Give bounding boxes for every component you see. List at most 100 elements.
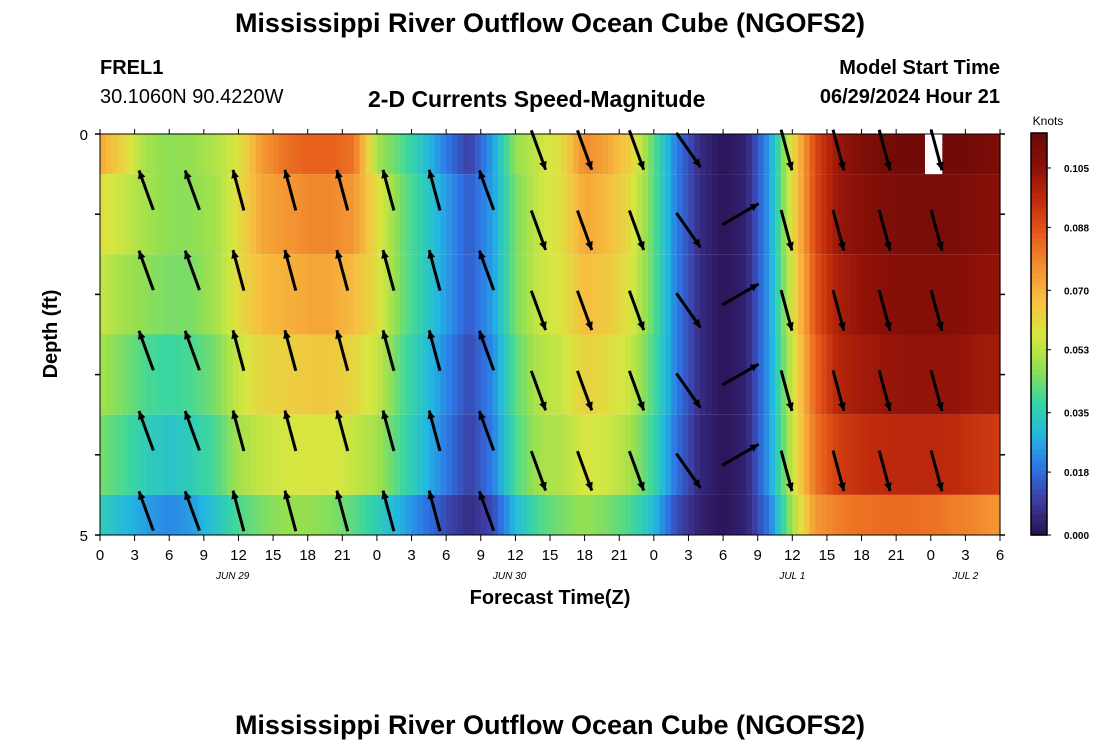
heatmap-cell — [480, 414, 488, 495]
heatmap-cell — [313, 494, 320, 535]
heatmap-cell — [567, 174, 574, 255]
heatmap-cell — [942, 254, 949, 335]
heatmap-cell — [209, 414, 216, 495]
vector-head — [838, 482, 846, 492]
heatmap-cell — [250, 134, 257, 175]
x-tick-label: 9 — [754, 547, 762, 564]
vector-head — [936, 161, 944, 171]
vector-head — [637, 241, 645, 250]
heatmap-cell — [146, 174, 153, 255]
heatmap-cell — [988, 134, 995, 175]
heatmap-cell — [100, 174, 107, 255]
vector-head — [231, 250, 239, 259]
heatmap-cell — [590, 494, 597, 535]
heatmap-cell — [746, 334, 753, 415]
colorbar-segment — [1031, 148, 1047, 154]
heatmap-cell — [948, 334, 955, 415]
heatmap-cell — [163, 334, 170, 415]
current-vector — [137, 410, 155, 451]
heatmap-cell — [348, 334, 355, 415]
current-vector — [477, 169, 496, 211]
heatmap-cell — [590, 254, 597, 335]
heatmap-cell — [694, 494, 701, 535]
heatmap-cell — [198, 494, 205, 535]
heatmap-cell — [175, 334, 182, 415]
heatmap-cell — [896, 414, 903, 495]
heatmap-cell — [832, 174, 840, 255]
heatmap-cell — [873, 494, 880, 535]
heatmap-cell — [769, 494, 776, 535]
heatmap-cell — [798, 254, 805, 335]
vector-head — [749, 444, 759, 452]
colorbar-segment — [1031, 173, 1047, 179]
heatmap-cell — [555, 494, 563, 535]
heatmap-cell — [186, 134, 193, 175]
heatmap-cell — [301, 494, 309, 535]
heatmap-cell — [521, 494, 528, 535]
vector-head — [231, 330, 239, 340]
heatmap-cell — [751, 494, 759, 535]
current-vector — [381, 329, 396, 372]
heatmap-cell — [625, 414, 632, 495]
heatmap-cell — [878, 174, 886, 255]
heatmap-cell — [123, 134, 130, 175]
vector-head — [283, 410, 291, 420]
heatmap-cell — [803, 174, 811, 255]
heatmap-cell — [267, 494, 274, 535]
heatmap-cell — [319, 334, 326, 415]
vector-head — [786, 321, 794, 331]
vector-head — [539, 160, 547, 170]
heatmap-cell — [111, 134, 118, 175]
current-vector — [381, 490, 396, 532]
heatmap-cell — [434, 494, 441, 535]
heatmap-cell — [434, 174, 441, 255]
heatmap-cell — [192, 494, 199, 535]
vector-head — [381, 169, 389, 179]
heatmap-cell — [388, 134, 395, 175]
heatmap-cell — [336, 334, 343, 415]
heatmap-cell — [371, 414, 378, 495]
heatmap-cell — [169, 414, 176, 495]
heatmap-cell — [919, 414, 926, 495]
heatmap-cell — [376, 494, 384, 535]
heatmap-cell — [457, 134, 465, 175]
x-tick-label: 15 — [265, 547, 282, 564]
heatmap-cell — [711, 334, 718, 415]
heatmap-cell — [325, 134, 332, 175]
heatmap-cell — [711, 414, 718, 495]
heatmap-cell — [446, 174, 453, 255]
heatmap-cell — [284, 494, 291, 535]
current-vector — [576, 209, 594, 251]
heatmap-cell — [901, 334, 909, 415]
heatmap-cell — [959, 334, 966, 415]
current-vector — [381, 169, 396, 211]
current-vector — [831, 450, 846, 492]
heatmap-cell — [728, 174, 736, 255]
heatmap-cell — [123, 414, 130, 495]
current-vector — [283, 410, 298, 452]
heatmap-cell — [532, 334, 540, 415]
heatmap-cell — [936, 334, 943, 415]
heatmap-cell — [503, 494, 511, 535]
heatmap-cell — [809, 334, 816, 415]
heatmap-cell — [521, 174, 528, 255]
heatmap-cell — [740, 494, 747, 535]
heatmap-cell — [821, 414, 828, 495]
vector-head — [184, 491, 192, 501]
heatmap-cell — [221, 254, 228, 335]
vector-head — [585, 401, 593, 411]
vector-head — [838, 241, 846, 251]
heatmap-cell — [515, 334, 522, 415]
heatmap-cells — [100, 134, 1001, 535]
heatmap-cell — [186, 254, 193, 335]
heatmap-cell — [740, 414, 747, 495]
heatmap-cell — [803, 134, 811, 175]
heatmap-cell — [492, 334, 499, 415]
heatmap-cell — [607, 414, 615, 495]
heatmap-cell — [151, 334, 159, 415]
heatmap-cell — [515, 174, 522, 255]
heatmap-cell — [221, 414, 228, 495]
heatmap-cell — [838, 254, 845, 335]
heatmap-cell — [140, 414, 147, 495]
heatmap-cell — [896, 494, 903, 535]
